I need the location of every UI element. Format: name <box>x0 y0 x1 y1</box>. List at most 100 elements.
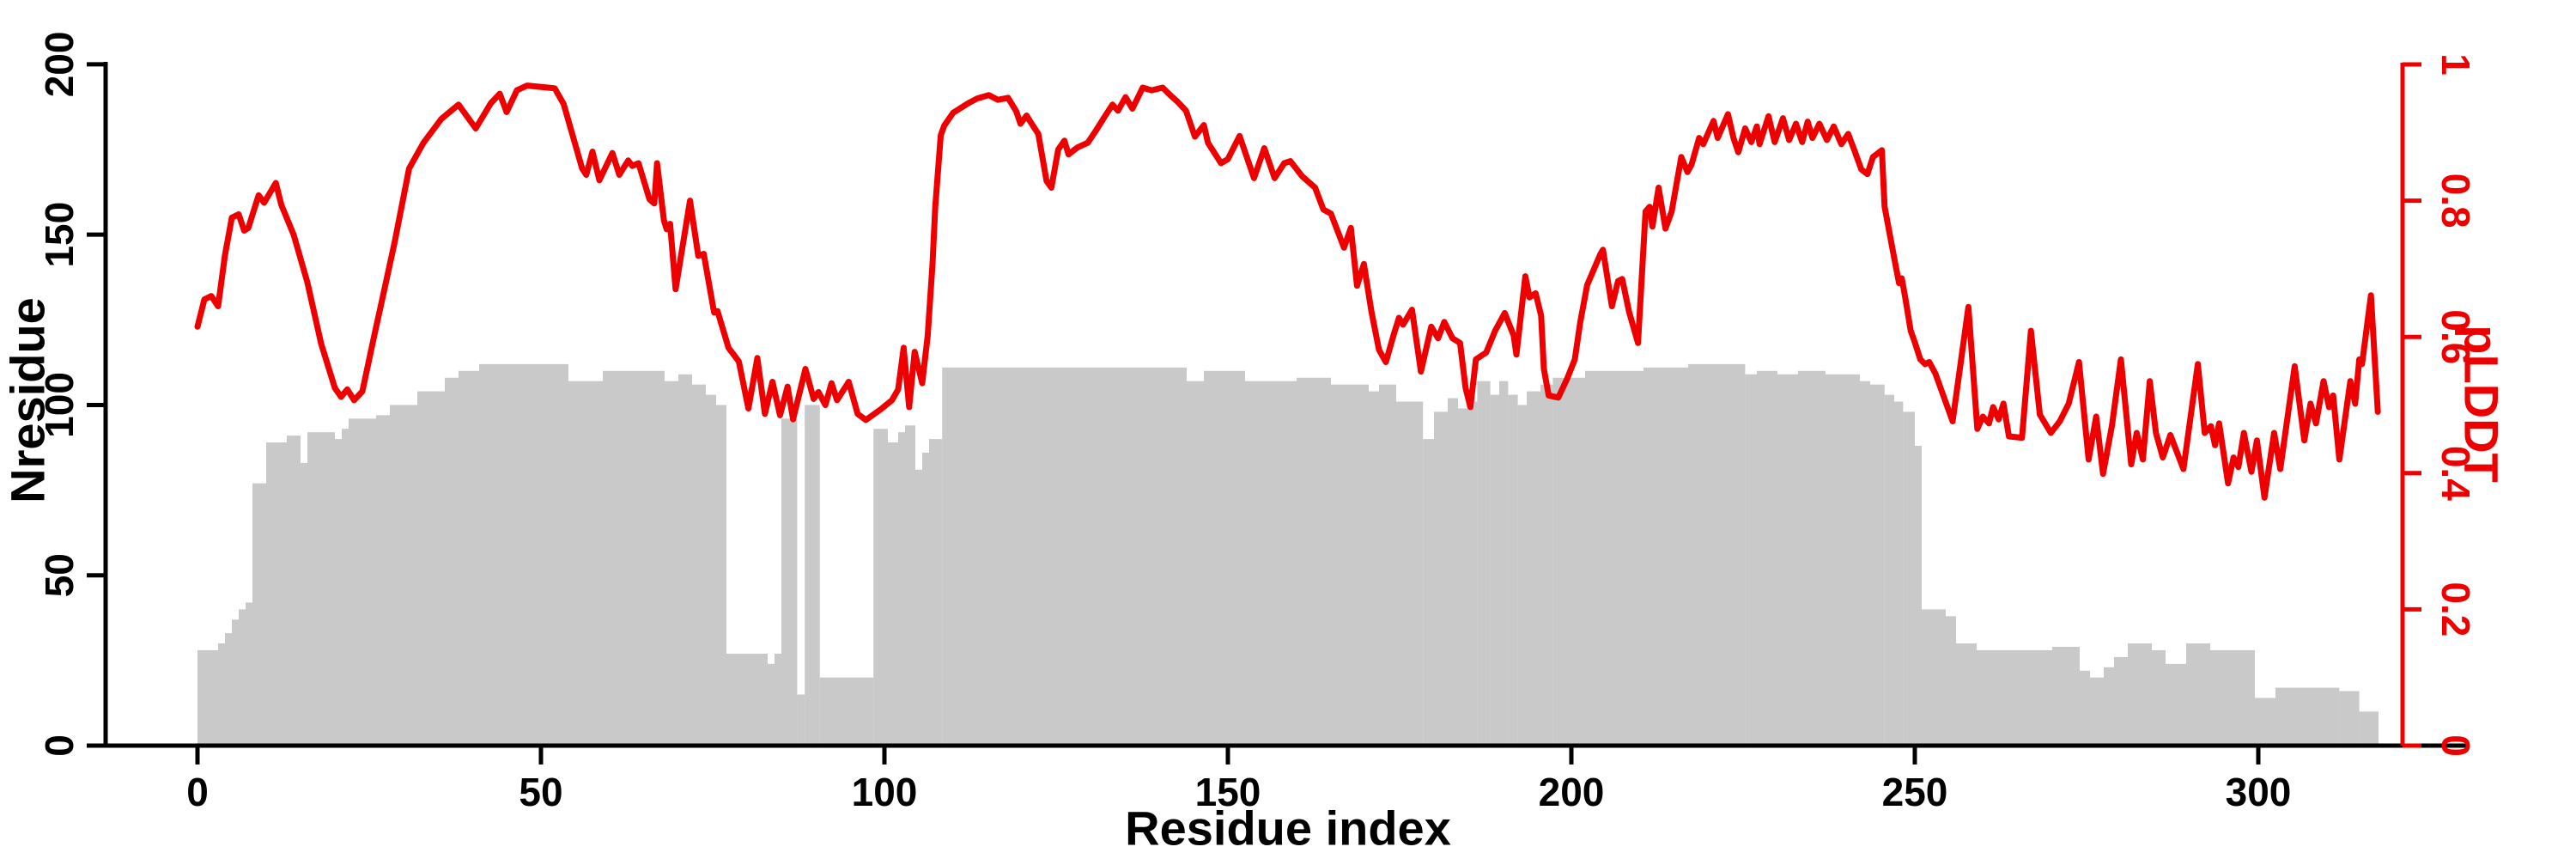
plddt-line <box>194 82 2381 501</box>
nresidue-bar-run <box>1977 649 2052 746</box>
nresidue-bar-run <box>819 677 874 746</box>
nresidue-bar-run <box>1245 381 1297 746</box>
nresidue-bar-run <box>417 391 445 746</box>
x-axis-tick-label: 100 <box>852 770 918 814</box>
nresidue-bar-run <box>2339 691 2360 746</box>
nresidue-bar-run <box>2104 667 2114 746</box>
nresidue-bar-run <box>1423 439 1434 746</box>
nresidue-bar-run <box>768 663 775 746</box>
nresidue-bar-run <box>239 609 246 746</box>
y-axis-left-tick-label: 150 <box>37 202 82 268</box>
nresidue-bar-run <box>1552 377 1585 746</box>
nresidue-bar-run <box>479 363 568 746</box>
nresidue-bar-run <box>888 442 898 746</box>
nresidue-bar-run <box>1860 381 1870 746</box>
y-axis-right-tick-label: 0.6 <box>2433 309 2478 364</box>
nresidue-bar-run <box>1477 381 1491 746</box>
x-axis-title: Residue index <box>1125 801 1451 856</box>
nresidue-bar-run <box>1643 367 1688 746</box>
y-axis-left-tick-label: 50 <box>37 553 82 597</box>
nresidue-bar-run <box>2166 663 2186 746</box>
y-axis-right-tick-label: 0.8 <box>2433 174 2478 228</box>
nresidue-bar-run <box>1331 384 1369 746</box>
nresidue-bar-run <box>2186 643 2210 746</box>
nresidue-bar-run <box>218 643 225 746</box>
nresidue-bar-run <box>445 377 459 746</box>
nresidue-bar-run <box>1297 377 1331 746</box>
nresidue-bar-run <box>2275 687 2340 746</box>
nresidue-bar-run <box>1922 609 1946 746</box>
nresidue-bar-run <box>603 370 665 746</box>
nresidue-bar-run <box>1396 401 1424 746</box>
nresidue-bar-run <box>873 429 888 746</box>
nresidue-bar-run <box>1757 370 1777 746</box>
x-axis-tick-label: 0 <box>186 770 209 814</box>
nresidue-bar-run <box>232 619 239 746</box>
nresidue-bar-run <box>1894 401 1904 746</box>
x-axis-tick-label: 250 <box>1882 770 1948 814</box>
nresidue-bar-run <box>1946 616 1956 746</box>
nresidue-bar-run <box>905 425 915 746</box>
nresidue-bar-run <box>716 405 726 746</box>
nresidue-bar-run <box>1527 391 1540 746</box>
nresidue-bar-run <box>2152 649 2166 746</box>
y-axis-left-tick-label: 100 <box>37 372 82 438</box>
x-axis-tick-label: 200 <box>1539 770 1605 814</box>
nresidue-bar-run <box>1187 381 1204 746</box>
nresidue-bar-run <box>2128 643 2152 746</box>
nresidue-bar-run <box>1745 374 1757 746</box>
nresidue-bar-run <box>922 452 929 746</box>
nresidue-bar-run <box>349 418 376 746</box>
nresidue-bar-run <box>1884 394 1894 746</box>
x-axis-tick-label: 50 <box>519 770 562 814</box>
nresidue-bar-run <box>266 442 287 746</box>
nresidue-bar-run <box>1448 398 1458 746</box>
nresidue-bar-run <box>568 381 603 746</box>
nresidue-bar-run <box>1915 446 1922 746</box>
nresidue-bar-run <box>692 384 706 746</box>
nresidue-bar-run <box>390 405 417 746</box>
nresidue-bar-run <box>1870 384 1885 746</box>
x-axis-tick-label: 300 <box>2226 770 2292 814</box>
nresidue-bar-run <box>2255 698 2275 746</box>
nresidue-bar-run <box>1777 374 1798 746</box>
nresidue-bar-run <box>1490 394 1499 746</box>
nresidue-bar-run <box>335 439 342 746</box>
nresidue-bar-run <box>929 439 943 746</box>
right-axis-title: pLDDT <box>2454 325 2509 483</box>
y-axis-right-tick-label: 0.2 <box>2433 582 2478 637</box>
nresidue-bar-run <box>706 394 716 746</box>
nresidue-bar-run <box>287 436 301 746</box>
nresidue-bar-run <box>775 653 781 746</box>
nresidue-bar-run <box>2090 677 2104 746</box>
nresidue-bar-run <box>805 405 820 746</box>
x-axis-tick-label: 150 <box>1195 770 1261 814</box>
nresidue-bar-run <box>307 432 335 746</box>
nresidue-bar-run <box>942 367 1187 746</box>
nresidue-bar-run <box>301 462 307 746</box>
nresidue-bar-run <box>781 418 798 746</box>
y-axis-right-tick-label: 0 <box>2433 734 2478 757</box>
y-axis-right-tick-label: 0.4 <box>2433 446 2478 501</box>
nresidue-bar-run <box>915 469 922 746</box>
nresidue-bar-run <box>1688 363 1746 746</box>
nresidue-bar-run <box>197 649 218 746</box>
nresidue-bar-run <box>898 432 905 746</box>
nresidue-bar-run <box>1798 370 1826 746</box>
nresidue-bar-run <box>1369 391 1379 746</box>
nresidue-bar-run <box>2052 647 2080 746</box>
nresidue-bar-run <box>1458 408 1468 746</box>
nresidue-bar-run <box>1379 384 1396 746</box>
nresidue-bar-run <box>1204 370 1245 746</box>
nresidue-bar-run <box>246 602 252 746</box>
nresidue-bar-run <box>1540 384 1553 746</box>
nresidue-bar-run <box>2114 656 2128 746</box>
nresidue-bar-run <box>797 694 805 746</box>
nresidue-bar-run <box>225 633 232 746</box>
nresidue-bar-run <box>1434 411 1448 746</box>
nresidue-bar-run <box>1903 411 1915 746</box>
nresidue-bar-run <box>376 415 390 746</box>
nresidue-bar-run <box>726 653 768 746</box>
nresidue-bar-run <box>252 483 266 746</box>
